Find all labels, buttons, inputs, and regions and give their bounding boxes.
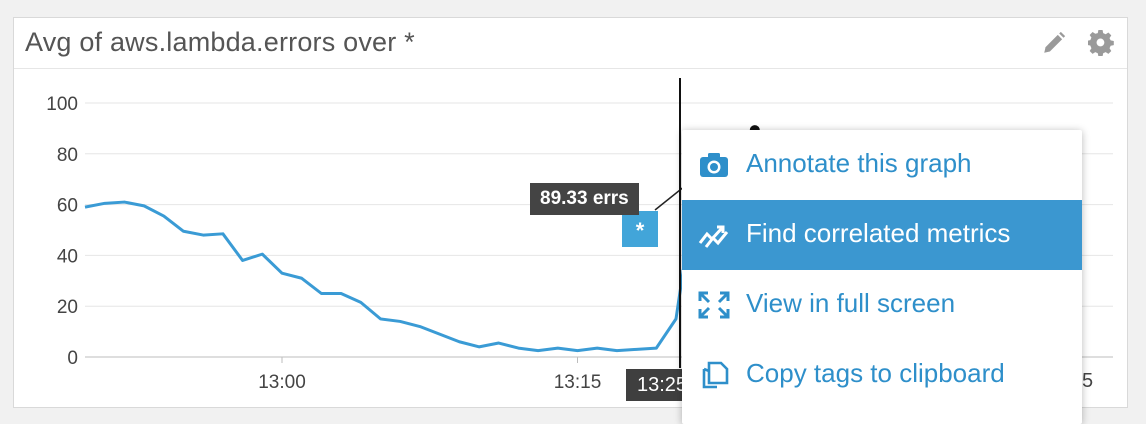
copy-icon [702,361,729,389]
menu-item-full-screen[interactable]: View in full screen [682,270,1082,340]
menu-item-label: Find correlated metrics [746,218,1011,248]
time-tooltip: 13:25 [626,369,682,401]
y-tick-label: 40 [57,246,78,267]
y-tick-label: 100 [46,94,78,115]
crosshair-line [679,78,681,368]
fullscreen-icon [698,291,730,319]
x-tick-label: 13:00 [258,372,306,393]
camera-icon [700,153,728,177]
correlation-icon [698,225,729,248]
menu-item-label: Copy tags to clipboard [746,358,1005,388]
menu-item-label: Annotate this graph [746,148,972,178]
annotation-marker[interactable]: * [622,211,658,247]
y-tick-label: 20 [57,297,78,318]
gear-icon[interactable] [1088,30,1114,56]
menu-item-label: View in full screen [746,288,956,318]
y-tick-label: 0 [67,348,78,369]
x-tick-label-partial: 5 [1082,370,1094,392]
y-tick-label: 80 [57,145,78,166]
x-tick-label: 13:15 [554,372,602,393]
menu-item-find-correlated[interactable]: Find correlated metrics [682,200,1082,270]
widget-title: Avg of aws.lambda.errors over * [25,27,415,57]
series-line [84,128,776,353]
widget-header: Avg of aws.lambda.errors over * [14,18,1127,69]
pencil-icon[interactable] [1041,30,1067,56]
y-tick-label: 60 [57,196,78,217]
context-menu: Annotate this graph Find correlated metr… [682,130,1082,424]
menu-item-copy-tags[interactable]: Copy tags to clipboard [682,340,1082,410]
value-tooltip: 89.33 errs [530,183,639,215]
menu-item-annotate[interactable]: Annotate this graph [682,130,1082,200]
